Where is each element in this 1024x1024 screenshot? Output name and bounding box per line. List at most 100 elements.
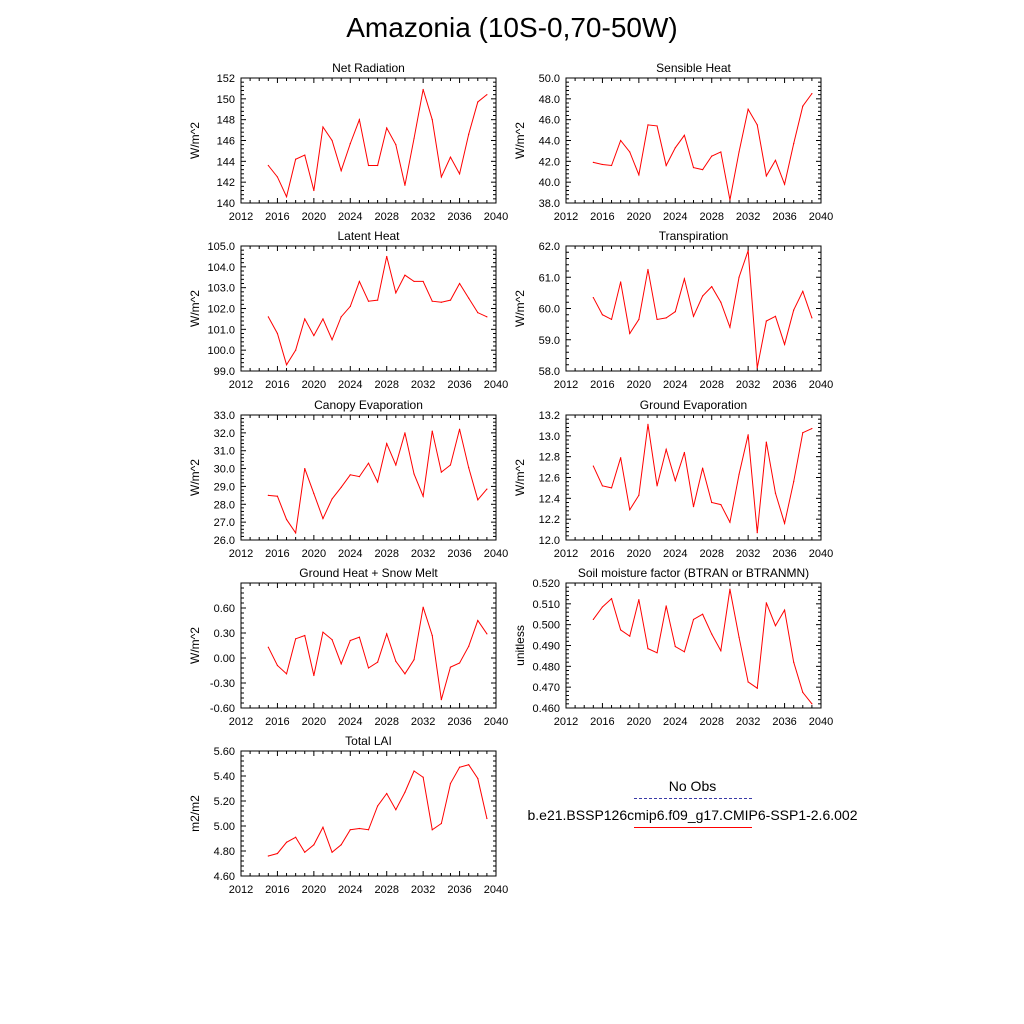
x-tick-label: 2040 xyxy=(484,548,508,560)
data-point xyxy=(386,792,388,795)
data-point xyxy=(340,844,342,846)
data-point xyxy=(377,481,379,483)
y-tick-label: 0.00 xyxy=(214,653,235,665)
data-point xyxy=(592,296,594,299)
y-tick-label: 152 xyxy=(217,73,235,85)
x-tick-label: 2012 xyxy=(554,548,578,560)
data-point xyxy=(729,199,731,201)
data-point xyxy=(647,648,649,650)
data-point xyxy=(422,606,424,608)
data-point xyxy=(756,532,758,534)
data-point xyxy=(765,175,767,177)
x-tick-label: 2016 xyxy=(265,884,289,896)
y-tick-label: 5.20 xyxy=(214,796,235,808)
panel-title: Latent Heat xyxy=(337,229,400,243)
panel-title: Sensible Heat xyxy=(656,61,731,75)
data-point xyxy=(683,278,685,280)
y-tick-label: 99.0 xyxy=(214,366,235,378)
data-point xyxy=(295,158,297,160)
x-tick-label: 2012 xyxy=(229,884,253,896)
data-point xyxy=(747,434,749,436)
y-tick-label: 4.80 xyxy=(214,846,235,858)
data-point xyxy=(313,492,315,495)
data-point xyxy=(802,432,804,434)
legend-obs-swatch xyxy=(633,798,752,799)
series-line xyxy=(592,589,813,705)
y-axis-label: W/m^2 xyxy=(188,459,202,496)
data-point xyxy=(458,766,461,768)
data-point xyxy=(349,639,351,642)
x-tick-label: 2040 xyxy=(809,716,833,728)
data-point xyxy=(413,280,415,283)
legend: No Obs b.e21.BSSP126cmip6.f09_g17.CMIP6-… xyxy=(520,778,865,836)
y-tick-label: 12.2 xyxy=(539,514,560,526)
x-tick-label: 2028 xyxy=(699,211,723,223)
x-tick-label: 2032 xyxy=(411,548,435,560)
x-tick-label: 2032 xyxy=(736,716,760,728)
data-point xyxy=(477,619,479,622)
data-point xyxy=(377,164,379,167)
x-tick-label: 2032 xyxy=(736,379,760,391)
y-tick-label: 103.0 xyxy=(207,283,235,295)
y-tick-label: 0.480 xyxy=(532,661,560,673)
legend-run-swatch xyxy=(633,827,752,828)
series-line xyxy=(268,764,488,857)
x-tick-label: 2036 xyxy=(772,379,796,391)
data-point xyxy=(592,618,594,621)
legend-run-label: b.e21.BSSP126cmip6.f09_g17.CMIP6-SSP1-2.… xyxy=(527,807,858,823)
x-tick-label: 2012 xyxy=(229,379,253,391)
data-point xyxy=(665,605,667,607)
data-point xyxy=(629,332,631,335)
data-point xyxy=(665,164,667,167)
data-point xyxy=(811,317,813,319)
y-tick-label: 46.0 xyxy=(539,115,560,127)
x-tick-label: 2036 xyxy=(772,716,796,728)
data-point xyxy=(285,196,288,198)
data-point xyxy=(747,250,749,252)
y-axis-label: unitless xyxy=(513,625,527,666)
data-point xyxy=(601,606,604,608)
y-tick-label: -0.30 xyxy=(210,678,235,690)
data-point xyxy=(285,364,288,366)
data-point xyxy=(629,151,631,153)
data-point xyxy=(738,473,740,475)
data-point xyxy=(285,518,288,521)
data-point xyxy=(285,673,288,675)
data-point xyxy=(358,119,360,121)
data-point xyxy=(468,764,470,766)
data-point xyxy=(793,143,795,145)
data-point xyxy=(802,691,804,693)
data-point xyxy=(276,176,279,178)
y-tick-label: 33.0 xyxy=(214,410,235,422)
y-tick-label: 0.30 xyxy=(214,628,235,640)
data-point xyxy=(449,782,452,785)
data-point xyxy=(783,343,786,346)
data-point xyxy=(267,494,269,496)
data-point xyxy=(811,703,813,705)
x-tick-label: 2020 xyxy=(627,548,651,560)
data-point xyxy=(458,282,461,285)
data-point xyxy=(386,255,388,258)
x-tick-label: 2036 xyxy=(447,211,471,223)
data-point xyxy=(304,467,306,470)
plot-frame xyxy=(565,582,822,709)
y-tick-label: 59.0 xyxy=(539,335,560,347)
chart-panel-8: 2012 2016 2020 2024 2028 2032 2036 2040 0.460 0.4… xyxy=(513,566,833,728)
y-axis-label: W/m^2 xyxy=(513,290,527,327)
figure-title: Amazonia (10S-0,70-50W) xyxy=(346,12,678,43)
data-point xyxy=(431,300,433,302)
x-tick-label: 2020 xyxy=(302,548,326,560)
y-tick-label: 60.0 xyxy=(539,304,560,316)
data-point xyxy=(331,639,333,641)
data-point xyxy=(404,184,406,186)
data-point xyxy=(395,464,397,466)
data-point xyxy=(367,164,370,167)
y-tick-label: 142 xyxy=(217,177,235,189)
data-point xyxy=(458,173,461,175)
data-point xyxy=(711,633,713,635)
y-tick-label: 5.60 xyxy=(214,746,235,758)
data-point xyxy=(295,349,297,351)
data-point xyxy=(304,634,306,637)
data-point xyxy=(304,318,306,320)
